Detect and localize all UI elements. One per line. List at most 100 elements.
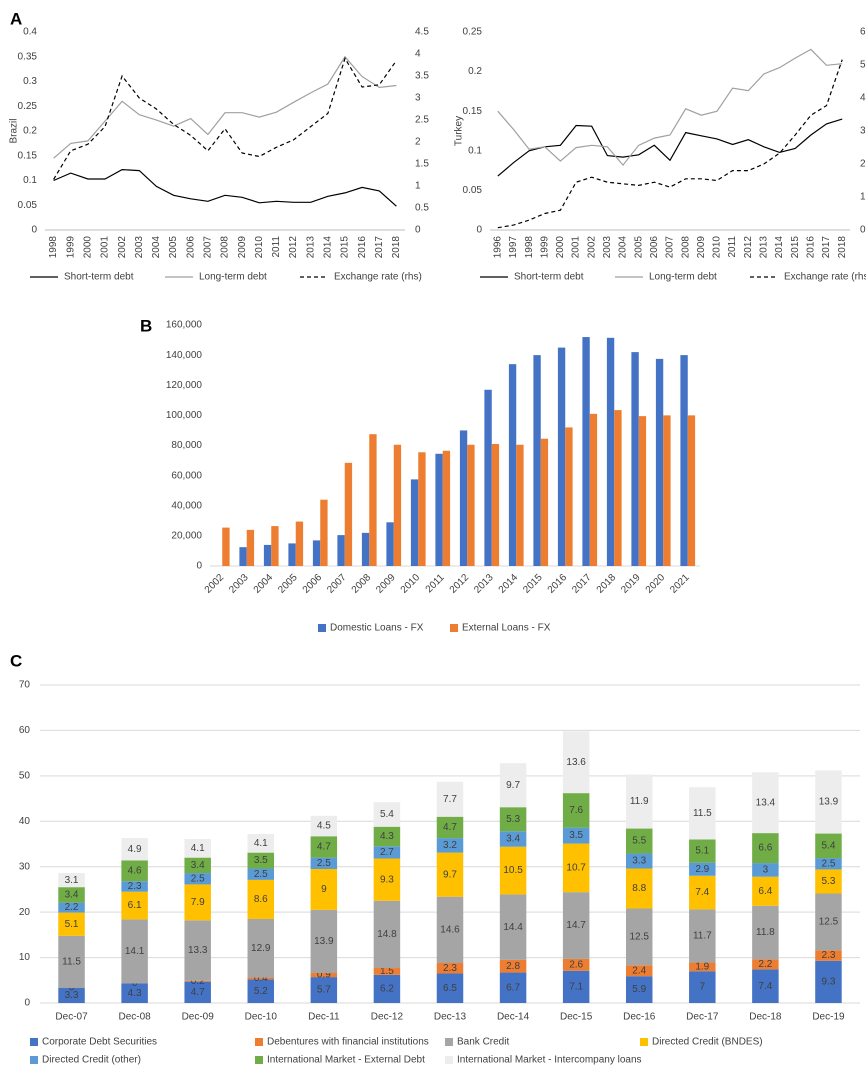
bar-segment: [310, 868, 338, 910]
bar-segment: [184, 981, 211, 1003]
data-label: 13.9: [819, 797, 839, 808]
data-label: 2.2: [65, 902, 79, 913]
y-tick-label: 0.1: [468, 145, 482, 156]
bar: [680, 355, 688, 566]
x-tick-label: 2003: [227, 572, 251, 596]
y-tick-label: 140,000: [166, 350, 203, 361]
bar-segment: [752, 969, 779, 1003]
bar-segment: [373, 846, 401, 859]
data-label: 6.6: [758, 843, 772, 854]
bar-segment: [499, 959, 527, 973]
legend-label: Directed Credit (BNDES): [652, 1037, 763, 1048]
x-tick-label: Dec-09: [182, 1012, 215, 1023]
x-tick-label: Dec-15: [560, 1012, 593, 1023]
x-tick-label: 2004: [252, 572, 276, 596]
bar-segment: [752, 876, 779, 906]
x-tick-label: Dec-19: [812, 1012, 845, 1023]
y-tick-label: 20,000: [171, 531, 202, 542]
y-tick-label: 2: [415, 137, 421, 148]
data-label: 0.9: [317, 970, 331, 981]
y-tick-label: 0.35: [18, 51, 38, 62]
data-label: 5.2: [254, 986, 268, 997]
x-tick-label: 2008: [220, 236, 231, 259]
bar-segment: [247, 918, 275, 978]
y-tick-label: 4: [415, 49, 421, 60]
x-tick-label: 2013: [305, 236, 316, 259]
x-tick-label: 2016: [357, 236, 368, 259]
legend-label: Corporate Debt Securities: [42, 1037, 157, 1048]
x-tick-label: 2011: [271, 236, 282, 258]
panel-label: C: [10, 651, 22, 670]
bar: [344, 462, 353, 566]
data-label: 11.8: [756, 927, 775, 938]
y-tick-label: 10: [19, 952, 31, 963]
line: [497, 59, 843, 229]
y-tick-label: 0.25: [18, 101, 38, 112]
x-tick-label: 2018: [595, 572, 619, 596]
y-tick-label: 160,000: [166, 320, 203, 331]
x-tick-label: 2013: [472, 572, 496, 596]
data-label: 1.9: [695, 962, 709, 973]
bar: [361, 532, 370, 566]
data-label: 6.2: [380, 984, 394, 995]
y-tick-label: 0: [196, 561, 202, 572]
data-label: 0.4: [254, 973, 268, 984]
data-label: 3.3: [632, 856, 646, 867]
legend-swatch: [30, 1056, 38, 1064]
x-tick-label: 2014: [322, 236, 333, 259]
bar-segment: [689, 962, 716, 972]
bar-segment: [815, 833, 842, 859]
x-tick-label: 2011: [727, 236, 738, 258]
x-tick-label: 2010: [399, 572, 423, 596]
data-label: 11.5: [693, 808, 712, 819]
bar-segment: [58, 935, 85, 989]
data-label: 10.7: [566, 862, 586, 873]
bar-segment: [247, 977, 275, 980]
bar: [631, 352, 639, 566]
bar: [337, 535, 345, 566]
data-label: 11.5: [62, 957, 81, 968]
data-label: 14.6: [440, 925, 460, 936]
data-label: 0.2: [191, 976, 205, 987]
x-tick-label: Dec-14: [497, 1012, 530, 1023]
bar-segment: [689, 875, 716, 910]
legend-label: International Market - Intercompany loan…: [457, 1055, 642, 1066]
data-label: 5.4: [380, 809, 394, 820]
data-label: 9.3: [822, 977, 836, 988]
bar-segment: [436, 973, 464, 1003]
x-tick-label: 1999: [65, 236, 76, 259]
data-label: 13.9: [314, 936, 334, 947]
legend-label: Exchange rate (rhs): [784, 272, 866, 283]
legend-label: Long-term debt: [199, 272, 267, 283]
bar-segment: [184, 920, 211, 981]
x-tick-label: 1999: [539, 236, 550, 259]
bar: [239, 547, 247, 566]
data-label: 8.8: [632, 883, 646, 894]
panel-label: B: [140, 316, 152, 335]
data-label: 2.2: [758, 959, 772, 970]
bar-segment: [625, 868, 653, 909]
legend-swatch: [450, 624, 458, 632]
x-tick-label: 2002: [117, 236, 128, 259]
legend-label: Debentures with financial institutions: [267, 1037, 429, 1048]
bar-segment: [184, 980, 211, 982]
bar: [663, 415, 671, 566]
legend-swatch: [445, 1056, 453, 1064]
x-tick-label: 1997: [508, 236, 519, 259]
y-tick-label: 80,000: [171, 440, 202, 451]
y-tick-label: 0.1: [23, 175, 37, 186]
x-tick-label: 2021: [668, 572, 692, 596]
y-tick-label: 50: [19, 770, 31, 781]
y-tick-label: 100,000: [166, 410, 203, 421]
bar-segment: [499, 831, 527, 847]
x-tick-label: 2013: [759, 236, 770, 259]
bar: [533, 355, 541, 566]
legend-label: Domestic Loans - FX: [330, 623, 424, 634]
data-label: 13.3: [188, 945, 208, 956]
data-label: 1.5: [380, 966, 394, 977]
data-label: 2.5: [191, 873, 205, 884]
x-tick-label: 2019: [619, 572, 643, 596]
data-label: 6.7: [506, 982, 520, 993]
y-tick-label: 3: [415, 93, 421, 104]
data-label: 9.7: [443, 869, 457, 880]
